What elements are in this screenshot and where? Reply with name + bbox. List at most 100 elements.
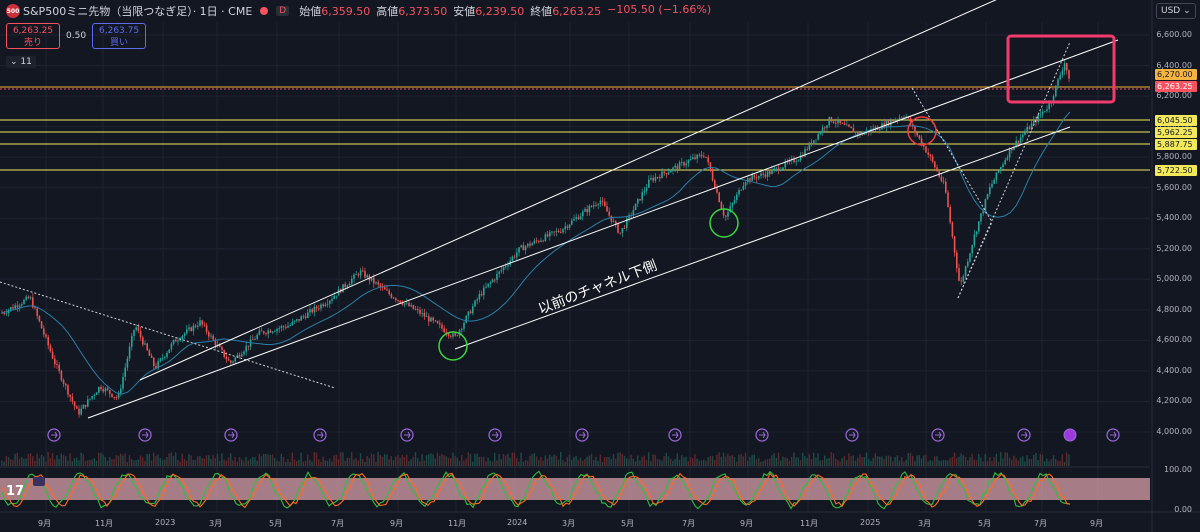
volume-bar [907,453,909,466]
volume-bar [505,455,507,466]
candle-body [795,161,797,163]
volume-bar [485,461,487,466]
volume-bar [428,454,430,466]
candle-body [828,117,830,126]
volume-bar [617,452,619,466]
candle-body [155,365,157,369]
event-marker-icon [755,428,769,442]
candle-body [568,224,571,228]
price-axis-label: 6,000.00 [1156,122,1192,131]
volume-bar [832,453,835,466]
candle-body [181,335,184,340]
volume-bar [863,457,865,466]
candle-body [82,404,85,409]
candle-body [104,388,107,392]
time-axis-label: 9月 [1090,519,1104,528]
candle-body [560,232,562,233]
event-marker-icon [400,428,414,442]
candle-body [225,356,228,360]
volume-bar [285,461,287,466]
candle-body [524,246,527,251]
volume-bar [80,452,82,466]
volume-bar [487,457,489,466]
currency-select[interactable]: USD ⌄ [1156,3,1196,19]
indicator-toggle[interactable]: ⌄ 11 [6,56,36,68]
volume-bar [359,453,362,466]
volume-bar [381,456,384,466]
volume-bar [23,458,25,466]
volume-bar [109,456,111,466]
volume-bar [483,456,485,466]
symbol-title[interactable]: S&P500ミニ先物（当限つなぎ足）· 1日 · CME [23,5,253,18]
candle-body [786,161,789,163]
volume-bar [885,455,887,466]
candle-body [698,154,701,156]
candle-body [597,204,599,206]
candle-body [419,309,421,314]
volume-bar [243,461,245,466]
candle-body [483,287,485,296]
candle-body [10,307,12,310]
candle-body [1006,157,1009,160]
candle-body [256,334,258,340]
candle-body [265,333,267,335]
volume-bar [247,460,249,466]
volume-bar [784,457,786,466]
volume-bar [857,457,859,466]
candle-body [773,168,775,170]
green-circle-marker [709,208,739,238]
candle-body [1063,63,1066,71]
candle-body [236,354,239,358]
buy-button[interactable]: 6,263.75 買い [92,23,147,49]
volume-bar [949,458,951,466]
volume-bar [1002,458,1004,466]
volume-bar [927,461,929,466]
volume-bar [1004,452,1006,466]
candle-body [727,211,729,217]
volume-bar [49,457,51,466]
candle-body [604,201,606,207]
candle-body [1061,70,1064,76]
candle-body [331,298,333,301]
sell-button[interactable]: 6,263.25 売り [6,23,60,49]
candle-body [326,303,329,305]
volume-bar [738,454,740,466]
volume-bar [645,460,648,466]
volume-bar [667,456,670,466]
volume-bar [797,457,799,466]
volume-bar [373,454,375,466]
candle-body [513,256,516,258]
volume-bar [329,458,331,466]
candle-body [896,119,899,121]
volume-bar [254,457,256,466]
volume-bar [157,454,159,466]
candle-body [901,117,903,119]
volume-bar [923,455,925,466]
volume-bar [29,453,32,466]
volume-bar [841,458,843,466]
candle-body [122,376,124,389]
volume-bar [51,453,54,466]
candle-body [150,355,153,358]
volume-bar [128,454,131,466]
buy-price: 6,263.75 [99,26,140,36]
volume-bar [474,453,476,466]
candle-body [755,177,758,179]
candle-body [527,243,529,247]
candle-body [469,311,472,314]
candle-body [962,276,965,282]
candle-body [379,284,382,287]
tradingview-logo-icon[interactable]: 17 [6,484,25,499]
candle-body [696,154,698,159]
candle-body [177,340,179,342]
volume-bar [65,456,67,466]
candle-body [388,290,390,295]
candle-body [21,304,23,306]
candle-body [740,189,742,191]
volume-bar [1055,458,1057,466]
volume-bar [925,454,927,466]
candle-body [234,357,236,362]
volume-bar [577,459,579,466]
